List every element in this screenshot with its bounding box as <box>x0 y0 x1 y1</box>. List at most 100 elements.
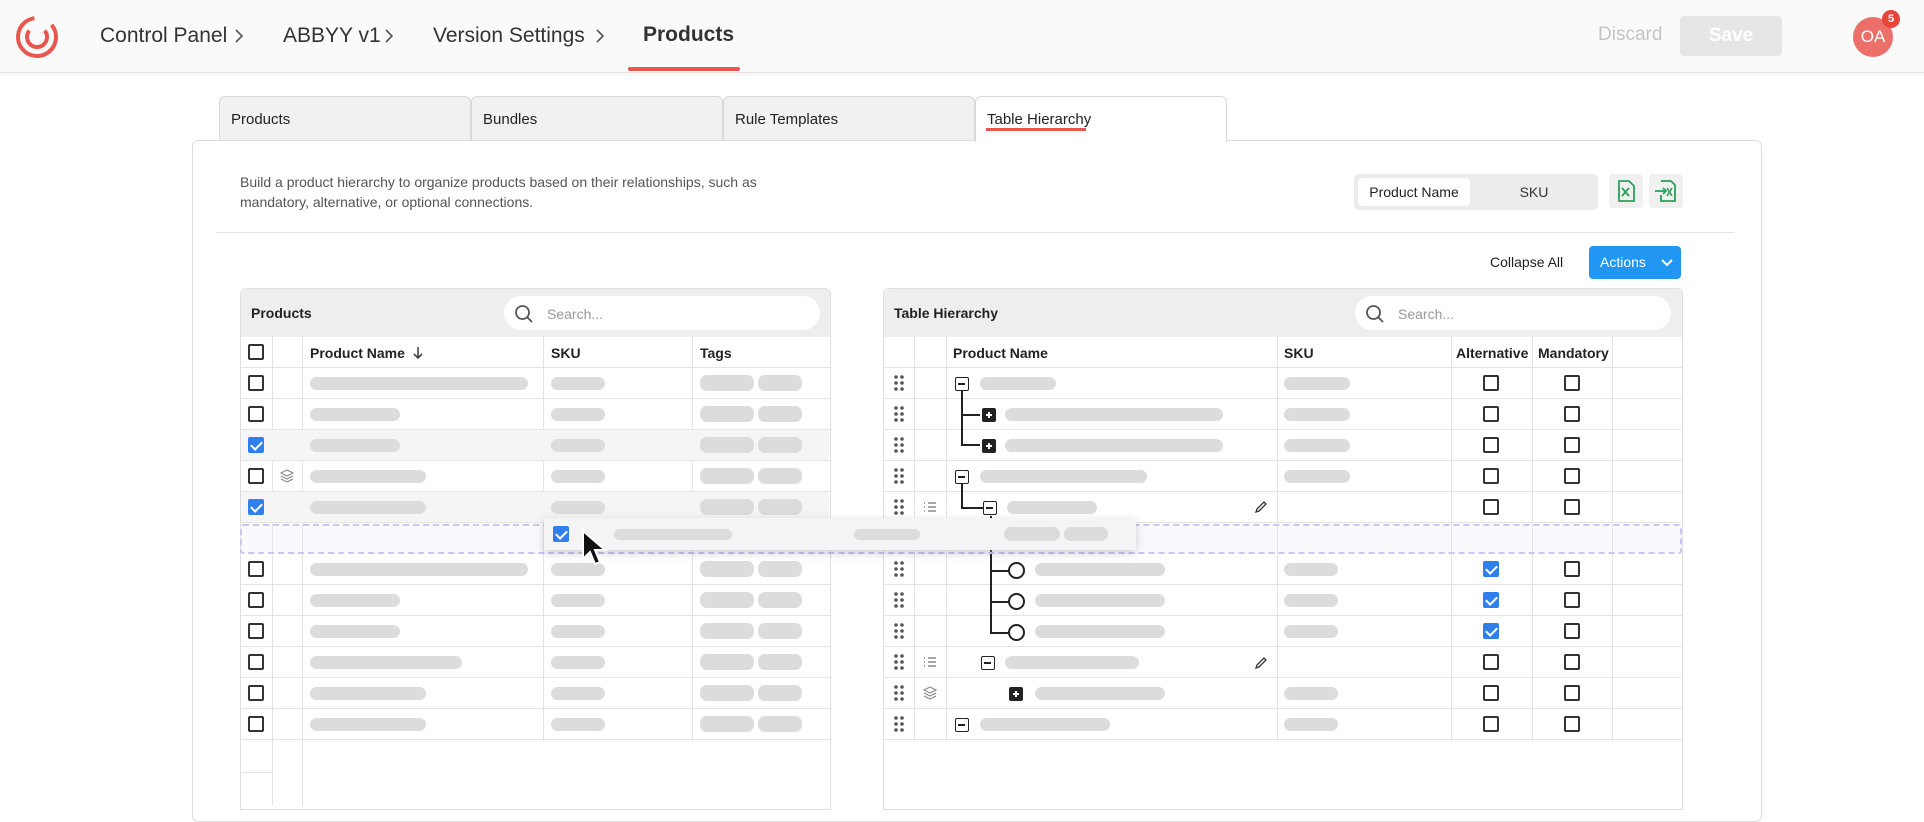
alternative-checkbox[interactable] <box>1483 685 1499 701</box>
drag-handle-icon[interactable] <box>893 622 905 640</box>
sort-down-icon[interactable] <box>411 345 425 361</box>
column-header-mandatory[interactable]: Mandatory <box>1538 345 1609 361</box>
drag-handle-icon[interactable] <box>893 653 905 671</box>
drag-handle-icon[interactable] <box>893 498 905 516</box>
table-row[interactable] <box>884 554 1681 584</box>
row-divider <box>883 584 1682 585</box>
product-name-placeholder <box>310 377 528 390</box>
mandatory-checkbox[interactable] <box>1564 654 1580 670</box>
sku-placeholder <box>1284 439 1350 452</box>
collapse-node-icon[interactable] <box>983 501 997 515</box>
collapse-node-icon[interactable] <box>955 377 969 391</box>
drag-handle-icon[interactable] <box>893 405 905 423</box>
expand-node-icon[interactable] <box>982 408 996 422</box>
edit-icon[interactable] <box>1254 656 1268 670</box>
mandatory-checkbox[interactable] <box>1564 685 1580 701</box>
tag-placeholder <box>758 592 802 608</box>
table-row[interactable] <box>884 647 1681 677</box>
drag-handle-icon[interactable] <box>893 467 905 485</box>
tab-products[interactable]: Products <box>219 96 471 140</box>
row-checkbox[interactable] <box>248 437 264 453</box>
mandatory-checkbox[interactable] <box>1564 406 1580 422</box>
alternative-checkbox[interactable] <box>1483 375 1499 391</box>
discard-button[interactable]: Discard <box>1598 24 1663 45</box>
product-name-placeholder <box>310 687 426 700</box>
table-row[interactable] <box>884 399 1681 429</box>
tab-rule-templates[interactable]: Rule Templates <box>723 96 975 140</box>
table-row[interactable] <box>884 678 1681 708</box>
mandatory-checkbox[interactable] <box>1564 468 1580 484</box>
edit-icon[interactable] <box>1254 500 1268 514</box>
column-header-product-name[interactable]: Product Name <box>953 345 1048 361</box>
expand-node-icon[interactable] <box>982 439 996 453</box>
product-name-placeholder <box>980 470 1147 483</box>
breadcrumb-control-panel[interactable]: Control Panel <box>100 24 228 47</box>
mandatory-checkbox[interactable] <box>1564 623 1580 639</box>
drag-handle-icon[interactable] <box>893 684 905 702</box>
breadcrumb-version-settings[interactable]: Version Settings <box>433 24 585 47</box>
column-header-alternative[interactable]: Alternative <box>1456 345 1529 361</box>
collapse-all-button[interactable]: Collapse All <box>1490 254 1564 270</box>
column-header-product-name[interactable]: Product Name <box>310 345 405 361</box>
alternative-checkbox[interactable] <box>1483 654 1499 670</box>
row-checkbox[interactable] <box>248 685 264 701</box>
collapse-node-icon[interactable] <box>981 656 995 670</box>
drag-handle-icon[interactable] <box>893 591 905 609</box>
drag-handle-icon[interactable] <box>893 374 905 392</box>
table-row[interactable] <box>884 585 1681 615</box>
collapse-node-icon[interactable] <box>955 470 969 484</box>
toggle-sku[interactable]: SKU <box>1519 184 1549 200</box>
mandatory-checkbox[interactable] <box>1564 437 1580 453</box>
alternative-checkbox[interactable] <box>1483 716 1499 732</box>
row-checkbox[interactable] <box>248 375 264 391</box>
search-input[interactable]: Search... <box>1398 306 1455 322</box>
row-checkbox[interactable] <box>248 592 264 608</box>
chevron-down-icon <box>1661 259 1673 267</box>
drag-handle-icon[interactable] <box>893 560 905 578</box>
drag-handle-icon[interactable] <box>893 715 905 733</box>
mandatory-checkbox[interactable] <box>1564 499 1580 515</box>
row-checkbox[interactable] <box>248 654 264 670</box>
row-checkbox[interactable] <box>248 716 264 732</box>
tag-placeholder <box>700 499 754 515</box>
row-checkbox[interactable] <box>248 499 264 515</box>
alternative-checkbox[interactable] <box>1483 437 1499 453</box>
import-excel-button[interactable] <box>1609 174 1643 208</box>
drag-handle-icon[interactable] <box>893 436 905 454</box>
alternative-checkbox[interactable] <box>1483 468 1499 484</box>
alternative-checkbox[interactable] <box>1483 623 1499 639</box>
column-header-sku[interactable]: SKU <box>1284 345 1314 361</box>
mandatory-checkbox[interactable] <box>1564 716 1580 732</box>
search-input[interactable]: Search... <box>547 306 604 322</box>
table-row[interactable] <box>884 616 1681 646</box>
mandatory-checkbox[interactable] <box>1564 592 1580 608</box>
expand-node-icon[interactable] <box>1009 687 1023 701</box>
collapse-node-icon[interactable] <box>955 718 969 732</box>
actions-button[interactable]: Actions <box>1589 246 1681 279</box>
table-row[interactable] <box>884 430 1681 460</box>
alternative-checkbox[interactable] <box>1483 406 1499 422</box>
column-header-sku[interactable]: SKU <box>551 345 581 361</box>
breadcrumb-abbyy[interactable]: ABBYY v1 <box>283 24 381 47</box>
mandatory-checkbox[interactable] <box>1564 375 1580 391</box>
app-logo[interactable] <box>14 14 60 60</box>
toggle-product-name[interactable]: Product Name <box>1358 178 1470 206</box>
export-excel-button[interactable] <box>1649 174 1683 208</box>
alternative-checkbox[interactable] <box>1483 592 1499 608</box>
tab-bundles[interactable]: Bundles <box>471 96 723 140</box>
optional-node-icon <box>1008 593 1025 610</box>
hierarchy-search[interactable]: Search... <box>1355 296 1671 330</box>
tab-table-hierarchy[interactable]: Table Hierarchy <box>975 96 1227 142</box>
products-search[interactable]: Search... <box>504 296 820 330</box>
alternative-checkbox[interactable] <box>1483 561 1499 577</box>
row-checkbox[interactable] <box>248 561 264 577</box>
save-button[interactable]: Save <box>1680 16 1782 56</box>
select-all-checkbox[interactable] <box>248 344 264 360</box>
alternative-checkbox[interactable] <box>1483 499 1499 515</box>
row-checkbox[interactable] <box>248 623 264 639</box>
row-checkbox[interactable] <box>248 468 264 484</box>
dragged-row-preview[interactable] <box>544 518 1136 550</box>
row-checkbox[interactable] <box>248 406 264 422</box>
column-header-tags[interactable]: Tags <box>700 345 732 361</box>
mandatory-checkbox[interactable] <box>1564 561 1580 577</box>
